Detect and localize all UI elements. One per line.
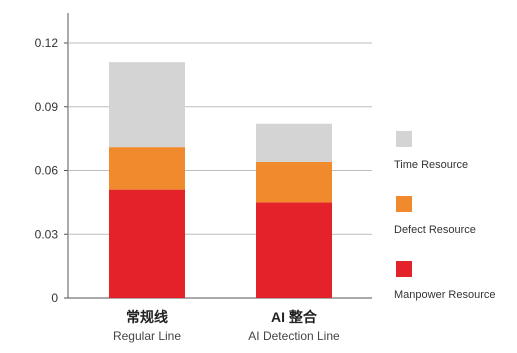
legend-label: Manpower Resource (394, 289, 496, 301)
bar-segment-defect-resource (109, 147, 185, 190)
x-category-sublabel: AI Detection Line (248, 329, 340, 343)
y-tick-label: 0.09 (35, 100, 59, 114)
bar-segment-time-resource (109, 62, 185, 148)
y-tick-label: 0.06 (35, 164, 59, 178)
bars (109, 62, 332, 298)
x-axis-categories: 常规线 Regular Line AI 整合 AI Detection Line (113, 309, 340, 343)
bar-segment-manpower-resource (109, 189, 185, 298)
y-tick-label: 0.12 (35, 36, 59, 50)
y-axis-ticks: 0 0.03 0.06 0.09 0.12 (35, 36, 59, 305)
bar-segment-time-resource (256, 123, 332, 162)
bar-segment-defect-resource (256, 162, 332, 203)
x-category-sublabel: Regular Line (113, 329, 181, 343)
x-category-label: AI 整合 (271, 309, 318, 325)
legend-label: Time Resource (394, 159, 468, 171)
legend-swatch (396, 261, 412, 277)
legend-label: Defect Resource (394, 224, 476, 236)
x-category-label: 常规线 (126, 309, 168, 325)
legend-swatch (396, 196, 412, 212)
legend-swatch (396, 131, 412, 147)
y-tick-label: 0 (51, 291, 58, 305)
legend: Time Resource Defect Resource Manpower Res… (394, 131, 496, 301)
y-tick-label: 0.03 (35, 227, 59, 241)
bar-segment-manpower-resource (256, 202, 332, 298)
